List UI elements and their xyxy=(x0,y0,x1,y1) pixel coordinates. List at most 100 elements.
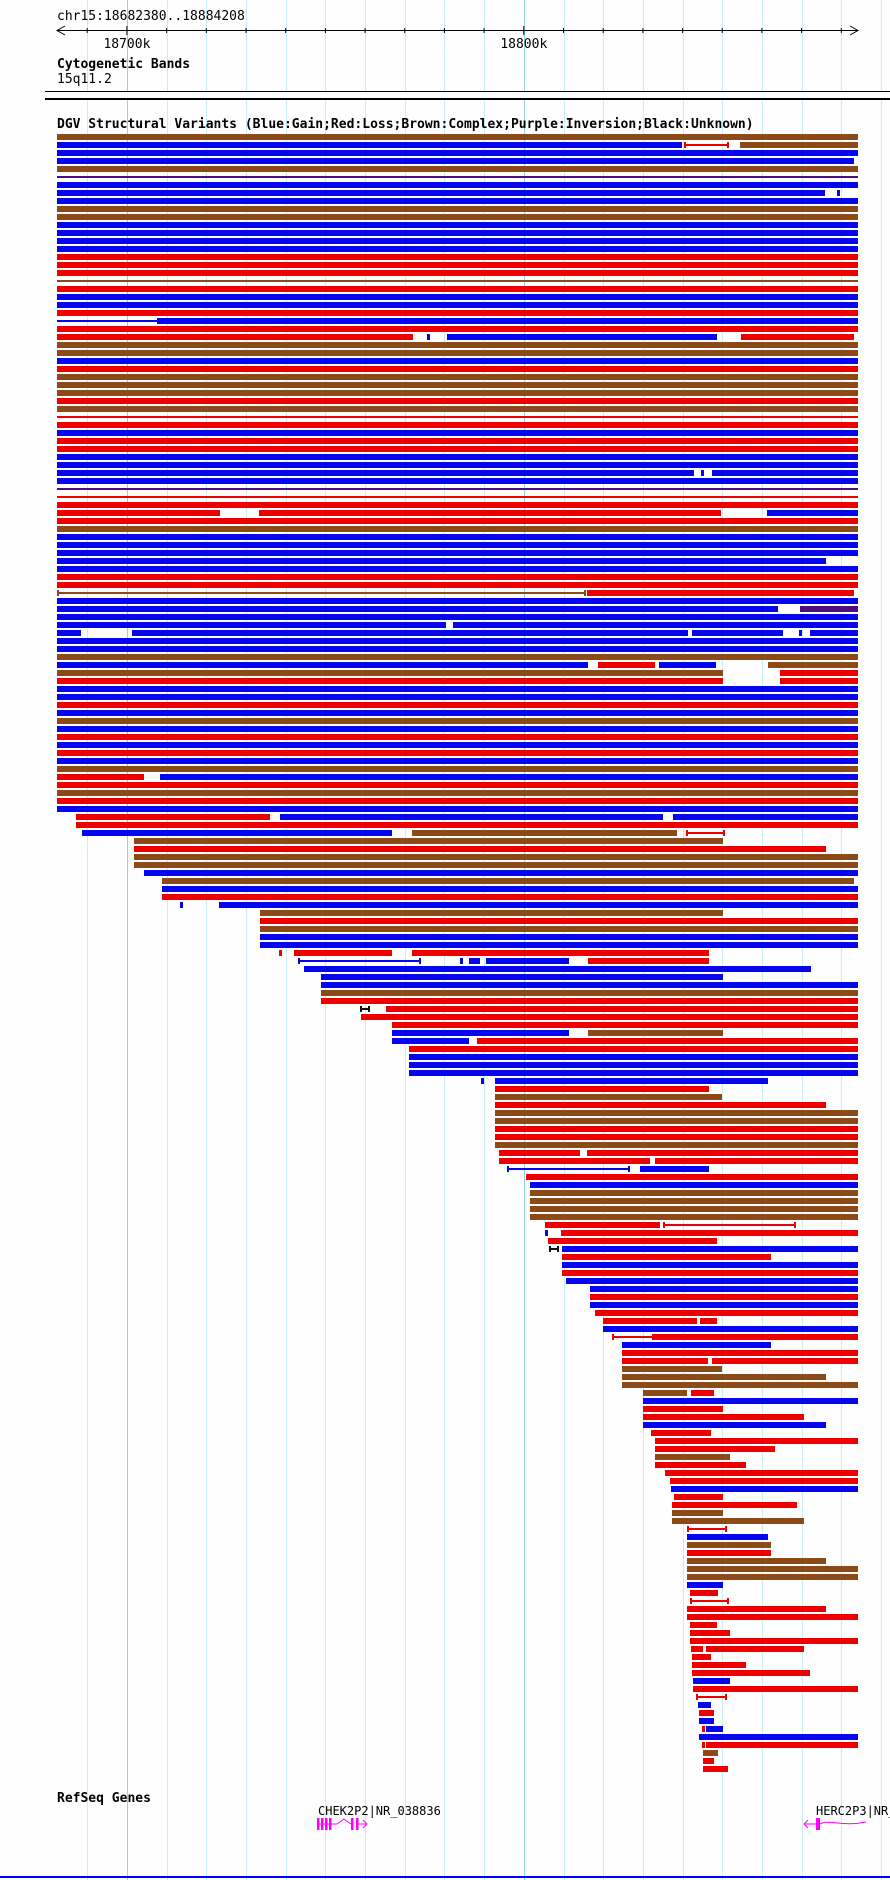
variant-gain-bar xyxy=(673,814,858,820)
variant-complex-bar xyxy=(57,350,858,356)
variant-gain-bar xyxy=(144,870,858,876)
variant-gain-bar xyxy=(161,886,858,892)
variant-loss-bar xyxy=(57,422,858,428)
variant-loss-bar xyxy=(562,1270,858,1276)
variant-inversion-bar xyxy=(799,606,858,612)
variant-loss-bar xyxy=(700,1318,717,1324)
variant-loss-bar xyxy=(57,326,858,332)
variant-complex-bar xyxy=(740,142,858,148)
variant-loss-bar xyxy=(689,1638,858,1644)
gridline xyxy=(325,0,327,1880)
variant-gain-bar xyxy=(687,1582,723,1588)
variant-gain-bar xyxy=(57,190,826,196)
variant-gain-bar xyxy=(562,1262,858,1268)
gridline xyxy=(285,0,287,1880)
gridline xyxy=(523,0,525,1880)
variant-loss-bar xyxy=(57,398,858,404)
variant-gain-bar xyxy=(698,1718,714,1724)
variant-gain-bar xyxy=(698,1734,858,1740)
variant-gain-bar xyxy=(57,550,858,556)
variant-gain-bar xyxy=(81,830,392,836)
variant-loss-bar xyxy=(692,1670,810,1676)
variant-loss-bar xyxy=(57,262,858,268)
variant-gain-bar xyxy=(57,302,858,308)
variant-gain-bar xyxy=(57,622,447,628)
variant-gain-bar xyxy=(766,510,858,516)
variant-loss-bar xyxy=(691,1390,714,1396)
variant-gain-bar xyxy=(131,630,689,636)
variant-loss-bar xyxy=(595,1310,858,1316)
variant-complex-bar xyxy=(529,1190,858,1196)
variant-loss-bar xyxy=(655,1158,858,1164)
variant-loss-bar xyxy=(499,1150,581,1156)
variant-complex-bar xyxy=(57,718,858,724)
variant-gain-bar xyxy=(57,222,858,228)
variant-gain-bar xyxy=(643,1422,826,1428)
variant-complex-bar xyxy=(588,1030,723,1036)
variant-gain-bar xyxy=(57,806,858,812)
variant-loss-bar xyxy=(693,1686,858,1692)
variant-loss-bar xyxy=(589,1294,858,1300)
variant-loss-bar xyxy=(495,1086,709,1092)
variant-loss-bar xyxy=(57,502,858,508)
variant-gain-bar xyxy=(320,982,858,988)
variant-gain-bar xyxy=(485,958,569,964)
variant-loss-bar xyxy=(409,1046,858,1052)
variant-complex-bar xyxy=(133,862,858,868)
variant-complex-bar xyxy=(687,1558,826,1564)
variant-complex-bar xyxy=(495,1142,858,1148)
variant-loss-bar xyxy=(411,950,709,956)
variant-loss-bar xyxy=(57,366,858,372)
variant-loss-bar xyxy=(57,510,221,516)
gridline xyxy=(841,0,843,1880)
variant-loss-bracket xyxy=(689,1598,729,1604)
variant-complex-bar xyxy=(57,374,858,380)
variant-gain-bar xyxy=(670,1486,858,1492)
ruler-tick-label: 18800k xyxy=(500,37,548,52)
variant-loss-bar xyxy=(495,1102,826,1108)
variant-loss-bar xyxy=(391,1022,858,1028)
variant-loss-bar xyxy=(320,998,858,1004)
variant-loss-bar xyxy=(689,1630,730,1636)
variant-gain-bar xyxy=(57,470,694,476)
variant-complex-bar xyxy=(621,1366,722,1372)
variant-gain-bar xyxy=(705,1726,723,1732)
variant-loss-bar xyxy=(665,1470,858,1476)
variant-loss-bar xyxy=(586,1150,858,1156)
variant-loss-bar xyxy=(495,1134,858,1140)
variant-loss-bar xyxy=(476,1038,858,1044)
refseq-track-title: RefSeq Genes xyxy=(57,1791,151,1806)
variant-loss-bar xyxy=(161,894,858,900)
variant-gain-bar xyxy=(57,462,858,468)
variant-loss-bar xyxy=(705,1742,858,1748)
variant-gain-bar xyxy=(529,1182,858,1188)
variant-gain-bar xyxy=(57,198,858,204)
variant-gain-bar xyxy=(157,318,858,324)
variant-gain-bar xyxy=(57,726,858,732)
gridline xyxy=(246,0,247,1880)
variant-gain-bar xyxy=(57,246,858,252)
variant-loss-bar xyxy=(57,310,858,316)
variant-loss-bar xyxy=(386,1006,858,1012)
gene-label-herc2p3: HERC2P3|NR_0 xyxy=(816,1804,890,1818)
variant-gain-line xyxy=(57,320,158,322)
variant-complex-bar xyxy=(57,382,858,388)
variant-inversion-line xyxy=(57,176,858,178)
variant-gain-bar xyxy=(57,646,858,652)
gridline xyxy=(166,0,168,1880)
variant-gain-bar xyxy=(640,1166,709,1172)
variant-gain-bar xyxy=(495,1078,769,1084)
variant-gain-bar xyxy=(468,958,480,964)
variant-unknown-marker xyxy=(549,1246,560,1252)
variant-gain-bar xyxy=(57,606,778,612)
variant-loss-bar xyxy=(689,1622,717,1628)
variant-gain-bar xyxy=(57,142,682,148)
variant-complex-bar xyxy=(655,1454,730,1460)
variant-loss-bar xyxy=(495,1126,858,1132)
variant-loss-bar xyxy=(526,1174,858,1180)
variant-gain-bar xyxy=(57,710,858,716)
variant-loss-bar xyxy=(703,1766,729,1772)
variant-loss-bar xyxy=(673,1494,723,1500)
variant-loss-bar xyxy=(712,1358,858,1364)
variant-loss-bar xyxy=(57,254,858,260)
